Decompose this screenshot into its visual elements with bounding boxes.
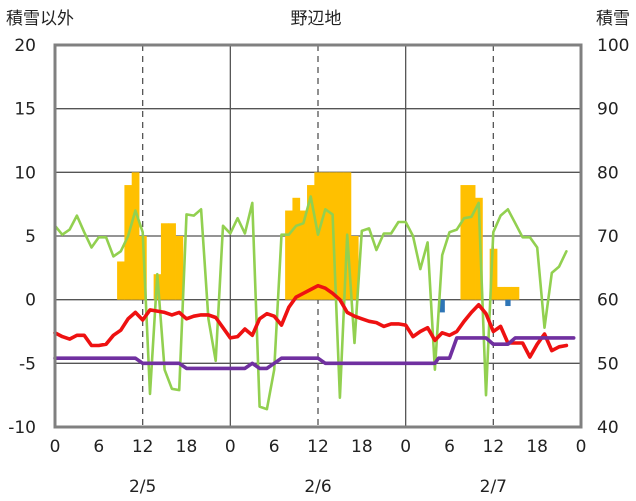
tick-label-left: 10 (14, 163, 36, 183)
day-label: 2/7 (480, 477, 507, 497)
tick-label-right: 80 (597, 163, 619, 183)
chart-title: 野辺地 (291, 9, 342, 29)
series-line-red (53, 283, 569, 359)
day-label: 2/5 (129, 477, 156, 497)
bar (496, 286, 505, 300)
tick-label-x: 12 (483, 437, 505, 457)
bar (292, 197, 301, 300)
tick-label-x: 18 (176, 437, 198, 457)
tick-label-x: 6 (444, 437, 455, 457)
bar (467, 185, 476, 300)
bar (504, 286, 512, 300)
tick-label-right: 70 (597, 227, 619, 247)
plot-frame (53, 43, 583, 429)
bar (160, 223, 169, 300)
tick-label-left: 15 (14, 100, 36, 120)
series-line-green (53, 195, 568, 411)
bar (299, 210, 308, 300)
line-series (53, 195, 576, 411)
tick-label-x: 0 (50, 437, 61, 457)
bar-series (117, 172, 520, 313)
right-axis-label: 積雪 (596, 9, 630, 29)
tick-label-right: 90 (597, 100, 619, 120)
tick-label-left: 5 (25, 227, 36, 247)
tick-label-left: -10 (8, 418, 36, 438)
tick-label-x: 0 (576, 437, 587, 457)
tick-label-x: 18 (351, 437, 373, 457)
bar (511, 286, 520, 300)
tick-label-x: 12 (132, 437, 154, 457)
bar (139, 236, 147, 300)
tick-label-right: 100 (597, 36, 629, 56)
bar (350, 236, 359, 300)
tick-label-x: 6 (93, 437, 104, 457)
tick-label-left: -5 (19, 354, 36, 374)
bar (131, 172, 140, 300)
left-axis-label: 積雪以外 (6, 9, 74, 29)
bar (175, 236, 184, 300)
bar (336, 172, 344, 300)
day-labels: 2/5 2/6 2/7 (129, 477, 507, 497)
day-label: 2/6 (304, 477, 331, 497)
bar (168, 223, 176, 300)
right-axis-ticks: 40 50 60 70 80 90 100 (597, 36, 629, 438)
bar-blue (505, 299, 511, 307)
bar (124, 185, 133, 300)
tick-label-x: 12 (307, 437, 329, 457)
tick-label-x: 0 (400, 437, 411, 457)
bar (117, 261, 125, 300)
tick-label-left: 0 (25, 291, 36, 311)
bar (460, 185, 469, 300)
bar (321, 172, 330, 300)
tick-label-right: 60 (597, 291, 619, 311)
tick-label-right: 40 (597, 418, 619, 438)
tick-label-left: 20 (14, 36, 36, 56)
bar (314, 172, 323, 300)
bar (475, 197, 483, 300)
tick-label-x: 0 (225, 437, 236, 457)
tick-label-right: 50 (597, 354, 619, 374)
bar (489, 248, 498, 300)
bar (307, 185, 315, 300)
left-axis-ticks: -10 -5 0 5 10 15 20 (8, 36, 36, 438)
bar (285, 210, 293, 300)
tick-label-x: 18 (526, 437, 548, 457)
tick-label-x: 6 (269, 437, 280, 457)
series-line-purple (53, 336, 576, 371)
x-axis-ticks: 0 6 12 18 0 6 12 18 0 6 12 18 0 (50, 437, 587, 457)
bar-blue (439, 299, 445, 313)
